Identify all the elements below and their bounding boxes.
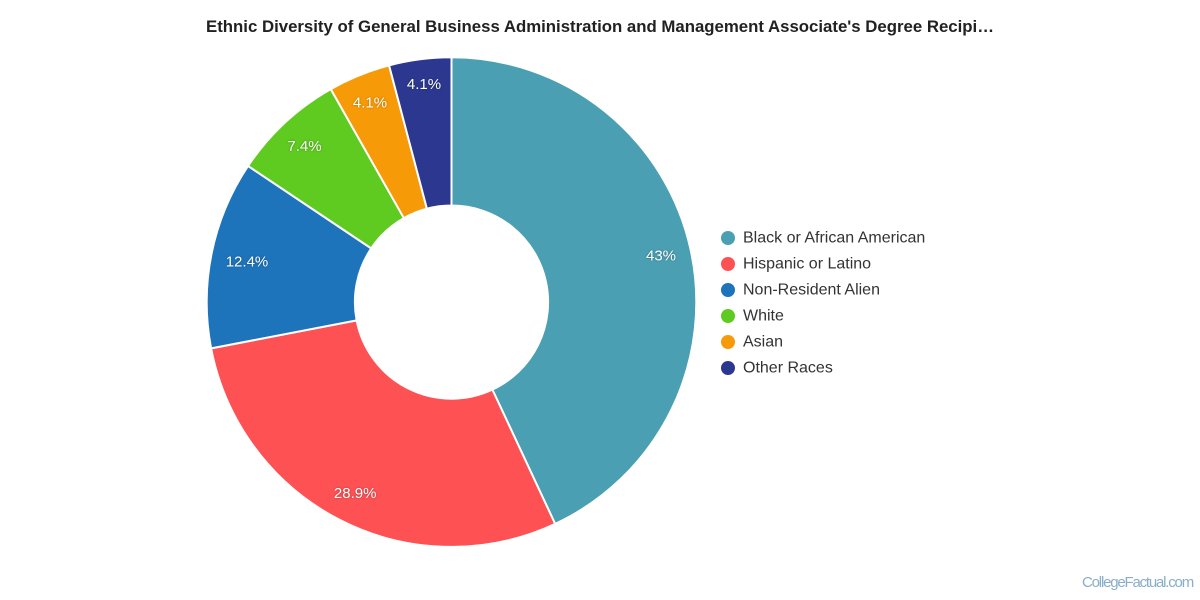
svg-text:Other Races: Other Races [743,360,833,377]
svg-text:Black or African American: Black or African American [743,230,925,247]
svg-text:Non-Resident Alien: Non-Resident Alien [743,282,880,299]
svg-text:28.9%: 28.9% [334,485,377,502]
svg-text:White: White [743,308,784,325]
svg-text:4.1%: 4.1% [353,95,387,112]
svg-text:12.4%: 12.4% [226,254,269,271]
svg-text:43%: 43% [646,248,676,265]
svg-text:4.1%: 4.1% [407,76,441,93]
svg-text:Asian: Asian [743,334,783,351]
svg-text:Hispanic or Latino: Hispanic or Latino [743,256,871,273]
svg-text:7.4%: 7.4% [287,138,321,155]
